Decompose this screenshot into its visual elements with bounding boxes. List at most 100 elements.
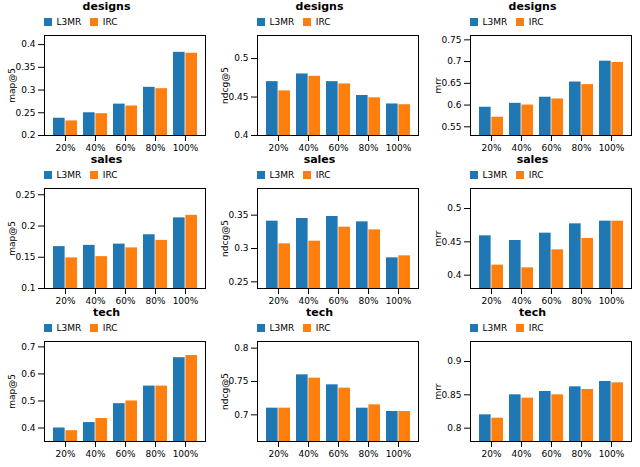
svg-text:80%: 80%	[358, 143, 378, 153]
svg-text:0.3: 0.3	[21, 85, 35, 95]
svg-text:0.85: 0.85	[441, 390, 461, 400]
svg-text:100%: 100%	[386, 143, 412, 153]
html-text:L3MR: L3MR	[56, 16, 82, 27]
html-text:sales: sales	[303, 153, 336, 166]
svg-text:0.45: 0.45	[441, 237, 461, 247]
html-text:tech: tech	[93, 306, 120, 319]
svg-text:40%: 40%	[298, 296, 318, 306]
svg-text:80%: 80%	[571, 143, 591, 153]
svg-text:60%: 60%	[328, 143, 348, 153]
svg-text:20%: 20%	[55, 296, 75, 306]
svg-text:100%: 100%	[173, 296, 199, 306]
svg-text:0.25: 0.25	[15, 190, 35, 200]
svg-text:80%: 80%	[358, 449, 378, 459]
svg-text:20%: 20%	[481, 143, 501, 153]
svg-text:100%: 100%	[173, 449, 199, 459]
svg-text:40%: 40%	[298, 143, 318, 153]
svg-text:0.9: 0.9	[447, 356, 462, 366]
svg-text:100%: 100%	[599, 296, 625, 306]
svg-text:100%: 100%	[599, 449, 625, 459]
html-text:designs: designs	[82, 0, 131, 13]
svg-text:40%: 40%	[511, 449, 531, 459]
svg-text:0.2: 0.2	[21, 130, 35, 140]
svg-text:0.25: 0.25	[15, 108, 35, 118]
svg-text:0.5: 0.5	[234, 53, 248, 63]
svg-text:0.7: 0.7	[21, 342, 35, 352]
svg-text:0.35: 0.35	[15, 62, 35, 72]
svg-text:80%: 80%	[358, 296, 378, 306]
svg-text:ndcg@5: ndcg@5	[220, 67, 230, 104]
html-text:sales: sales	[90, 153, 123, 166]
svg-text:100%: 100%	[386, 296, 412, 306]
svg-text:80%: 80%	[145, 143, 165, 153]
html-text:designs: designs	[508, 0, 557, 13]
svg-text:map@5: map@5	[7, 374, 17, 409]
svg-text:40%: 40%	[511, 143, 531, 153]
svg-text:40%: 40%	[85, 449, 105, 459]
svg-text:80%: 80%	[145, 449, 165, 459]
html-text:sales: sales	[516, 153, 549, 166]
svg-text:0.25: 0.25	[228, 277, 248, 287]
svg-text:80%: 80%	[571, 296, 591, 306]
svg-text:0.4: 0.4	[21, 423, 36, 433]
svg-text:mrr: mrr	[433, 383, 443, 399]
svg-text:80%: 80%	[571, 449, 591, 459]
svg-text:0.75: 0.75	[228, 376, 248, 386]
svg-text:20%: 20%	[268, 143, 288, 153]
svg-text:0.75: 0.75	[441, 35, 461, 45]
svg-text:20%: 20%	[268, 296, 288, 306]
svg-text:40%: 40%	[298, 449, 318, 459]
svg-text:map@5: map@5	[7, 68, 17, 103]
svg-text:0.35: 0.35	[228, 210, 248, 220]
svg-text:60%: 60%	[328, 296, 348, 306]
svg-text:0.1: 0.1	[21, 283, 35, 293]
svg-text:0.4: 0.4	[21, 39, 36, 49]
svg-text:ndcg@5: ndcg@5	[220, 373, 230, 410]
html-text:tech: tech	[519, 306, 546, 319]
svg-text:0.8: 0.8	[447, 423, 462, 433]
svg-text:0.8: 0.8	[234, 343, 249, 353]
svg-text:60%: 60%	[541, 296, 561, 306]
svg-text:0.5: 0.5	[447, 203, 461, 213]
svg-text:0.3: 0.3	[234, 243, 248, 253]
svg-text:20%: 20%	[55, 449, 75, 459]
svg-text:map@5: map@5	[7, 221, 17, 256]
svg-text:60%: 60%	[115, 296, 135, 306]
svg-text:0.15: 0.15	[15, 252, 35, 262]
svg-text:20%: 20%	[481, 449, 501, 459]
svg-text:60%: 60%	[541, 143, 561, 153]
svg-text:40%: 40%	[85, 296, 105, 306]
svg-text:20%: 20%	[55, 143, 75, 153]
svg-text:40%: 40%	[85, 143, 105, 153]
svg-text:0.45: 0.45	[228, 92, 248, 102]
svg-text:0.5: 0.5	[21, 396, 35, 406]
svg-text:100%: 100%	[386, 449, 412, 459]
html-text:tech: tech	[306, 306, 333, 319]
svg-text:0.4: 0.4	[447, 270, 462, 280]
svg-text:20%: 20%	[268, 449, 288, 459]
svg-text:100%: 100%	[599, 143, 625, 153]
svg-text:0.7: 0.7	[447, 56, 461, 66]
svg-text:0.4: 0.4	[234, 130, 249, 140]
svg-text:20%: 20%	[481, 296, 501, 306]
svg-text:80%: 80%	[145, 296, 165, 306]
svg-text:0.2: 0.2	[21, 221, 35, 231]
html-text:IRC: IRC	[102, 16, 118, 27]
svg-text:0.6: 0.6	[21, 369, 36, 379]
html-text:designs: designs	[295, 0, 344, 13]
svg-text:60%: 60%	[115, 449, 135, 459]
svg-text:0.6: 0.6	[447, 100, 462, 110]
svg-text:60%: 60%	[541, 449, 561, 459]
svg-text:60%: 60%	[115, 143, 135, 153]
svg-text:100%: 100%	[173, 143, 199, 153]
svg-text:mrr: mrr	[433, 77, 443, 93]
svg-text:60%: 60%	[328, 449, 348, 459]
svg-text:mrr: mrr	[433, 230, 443, 246]
svg-text:40%: 40%	[511, 296, 531, 306]
html-text:L3MR: L3MR	[269, 16, 295, 27]
svg-text:0.55: 0.55	[441, 122, 461, 132]
svg-text:0.7: 0.7	[234, 410, 248, 420]
svg-text:0.65: 0.65	[441, 78, 461, 88]
svg-text:ndcg@5: ndcg@5	[220, 220, 230, 257]
html-text:IRC: IRC	[315, 16, 331, 27]
